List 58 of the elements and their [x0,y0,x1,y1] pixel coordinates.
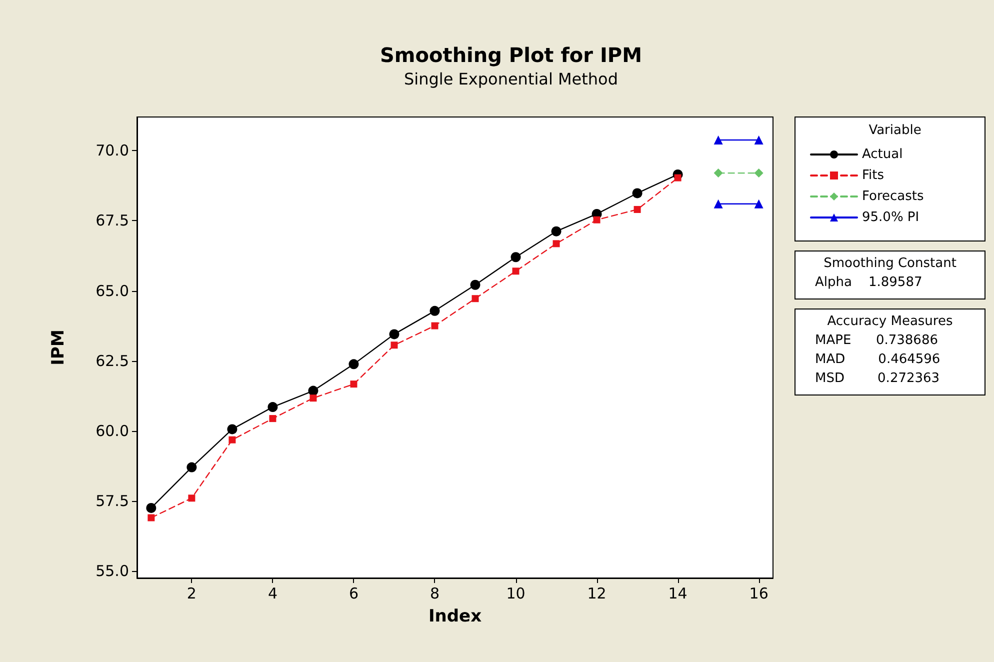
point [268,402,278,412]
text: Alpha 1.89587 [815,275,922,290]
x-axis-title: Index [428,606,482,626]
x-tick-label: 14 [668,584,688,602]
point [228,436,236,444]
point [510,252,521,262]
text: MAPE 0.738686 [815,333,938,348]
point [632,188,642,198]
x-tick-label: 12 [587,584,606,602]
x-tick-label: 6 [348,584,358,602]
chart-subtitle: Single Exponential Method [404,70,618,88]
point [430,306,440,316]
point [512,268,520,275]
point [470,280,480,290]
legend-label: Fits [862,168,884,183]
point [714,168,723,178]
point [593,216,600,224]
y-tick-label: 65.0 [96,282,129,300]
point [350,380,358,388]
point [310,394,317,402]
x-tick-label: 4 [268,584,278,602]
legend-label: 95.0% PI [862,210,920,225]
y-tick-label: 60.0 [96,422,129,440]
point [551,226,562,236]
point [552,240,560,248]
point [674,174,682,182]
point [390,342,398,349]
text: MAD 0.464596 [815,352,940,367]
y-tick-label: 62.5 [96,352,129,370]
text: Accuracy Measures [827,314,953,329]
point [227,424,238,434]
legend-label: Forecasts [862,189,924,204]
point [148,514,155,522]
x-tick-label: 10 [506,584,526,602]
y-axis-title: IPM [48,330,68,366]
chart-title: Smoothing Plot for IPM [380,43,642,67]
text: MSD 0.272363 [815,371,940,386]
point [269,415,276,422]
x-tick-label: 2 [186,584,196,602]
point [754,168,764,178]
point [634,206,641,213]
x-tick-label: 16 [749,584,768,602]
point [431,322,438,330]
text: Smoothing Constant [824,256,956,271]
point [308,386,318,396]
y-tick-label: 57.5 [96,492,129,510]
y-tick-label: 55.0 [96,562,129,580]
point [188,494,196,502]
point [186,462,197,472]
point [146,502,156,513]
x-tick-label: 8 [430,584,440,602]
point [348,359,359,370]
y-tick-label: 70.0 [96,142,129,160]
legend-label: Actual [862,147,903,162]
y-tick-label: 67.5 [96,212,129,230]
point [389,329,400,340]
legend-title: Variable [868,123,922,138]
point [472,295,479,302]
